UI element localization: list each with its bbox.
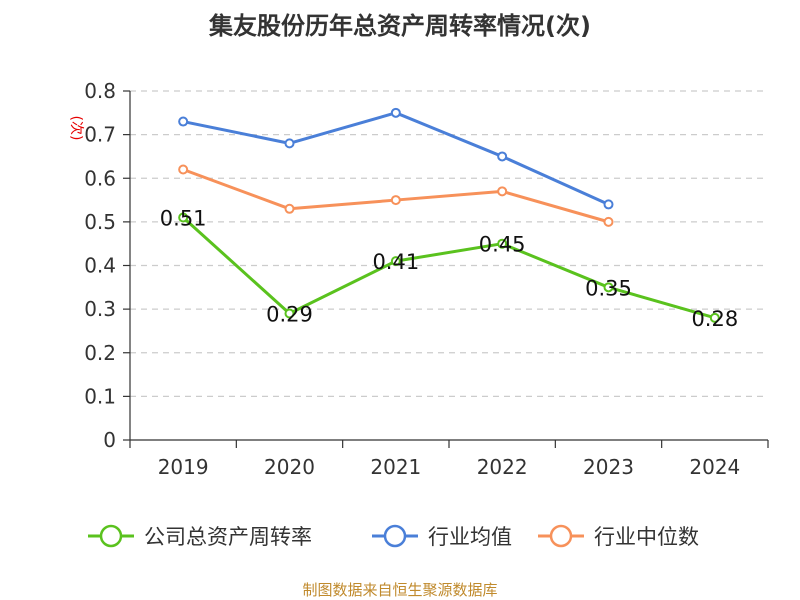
data-labels: 0.51 0.29 0.41 0.45 0.35 0.28 [160, 207, 738, 331]
data-point [603, 216, 614, 227]
data-point [497, 238, 508, 249]
data-point [390, 195, 401, 206]
data-point [497, 151, 508, 162]
source-note: 制图数据来自恒生聚源数据库 [302, 581, 497, 599]
legend-marker [99, 524, 123, 548]
data-point [390, 256, 401, 267]
legend-marker [549, 524, 573, 548]
data-point [284, 203, 295, 214]
x-tick-label: 2022 [477, 455, 528, 479]
data-label: 0.29 [266, 302, 313, 326]
y-tick-label: 0 [103, 428, 116, 452]
legend-label: 行业均值 [428, 525, 512, 549]
data-point [178, 116, 189, 127]
data-point [497, 186, 508, 197]
legend-item-1[interactable]: 行业均值 [372, 524, 512, 549]
x-tick-label: 2019 [158, 455, 209, 479]
data-point [178, 212, 189, 223]
data-label: 0.28 [691, 307, 738, 331]
data-point [709, 312, 720, 323]
y-tick-label: 0.3 [84, 297, 116, 321]
data-label: 0.45 [479, 233, 526, 257]
y-tick-label: 0.8 [84, 79, 116, 103]
data-point [284, 138, 295, 149]
legend[interactable]: 公司总资产周转率 行业均值 行业中位数 [88, 524, 699, 549]
y-tick-label: 0.6 [84, 166, 116, 190]
data-point [603, 199, 614, 210]
data-point [390, 107, 401, 118]
y-axis-label: (次) [68, 116, 84, 141]
data-point [284, 308, 295, 319]
series-line-0 [182, 216, 716, 320]
data-point [603, 282, 614, 293]
x-tick-label: 2024 [689, 455, 740, 479]
series-line-1 [182, 111, 610, 206]
x-tick-label: 2021 [370, 455, 421, 479]
chart-title: 集友股份历年总资产周转率情况(次) [208, 12, 591, 40]
y-tick-label: 0.4 [84, 254, 116, 278]
legend-item-2[interactable]: 行业中位数 [538, 524, 699, 549]
axes: 0 0.1 0.2 0.3 0.4 0.5 0.6 0.7 0.8 2019 2020 2021 202… [84, 79, 769, 479]
data-label: 0.41 [372, 250, 419, 274]
y-tick-label: 0.7 [84, 123, 116, 147]
y-tick-label: 0.5 [84, 210, 116, 234]
series-layer [178, 107, 720, 323]
x-tick-label: 2023 [583, 455, 634, 479]
legend-label: 行业中位数 [594, 525, 699, 549]
legend-label: 公司总资产周转率 [144, 525, 312, 549]
x-tick-label: 2020 [264, 455, 315, 479]
y-tick-label: 0.2 [84, 341, 116, 365]
grid [130, 90, 768, 397]
data-point [178, 164, 189, 175]
legend-item-0[interactable]: 公司总资产周转率 [88, 524, 312, 549]
data-label: 0.35 [585, 276, 632, 300]
legend-marker [383, 524, 407, 548]
data-label: 0.51 [160, 207, 207, 231]
y-tick-label: 0.1 [84, 384, 116, 408]
